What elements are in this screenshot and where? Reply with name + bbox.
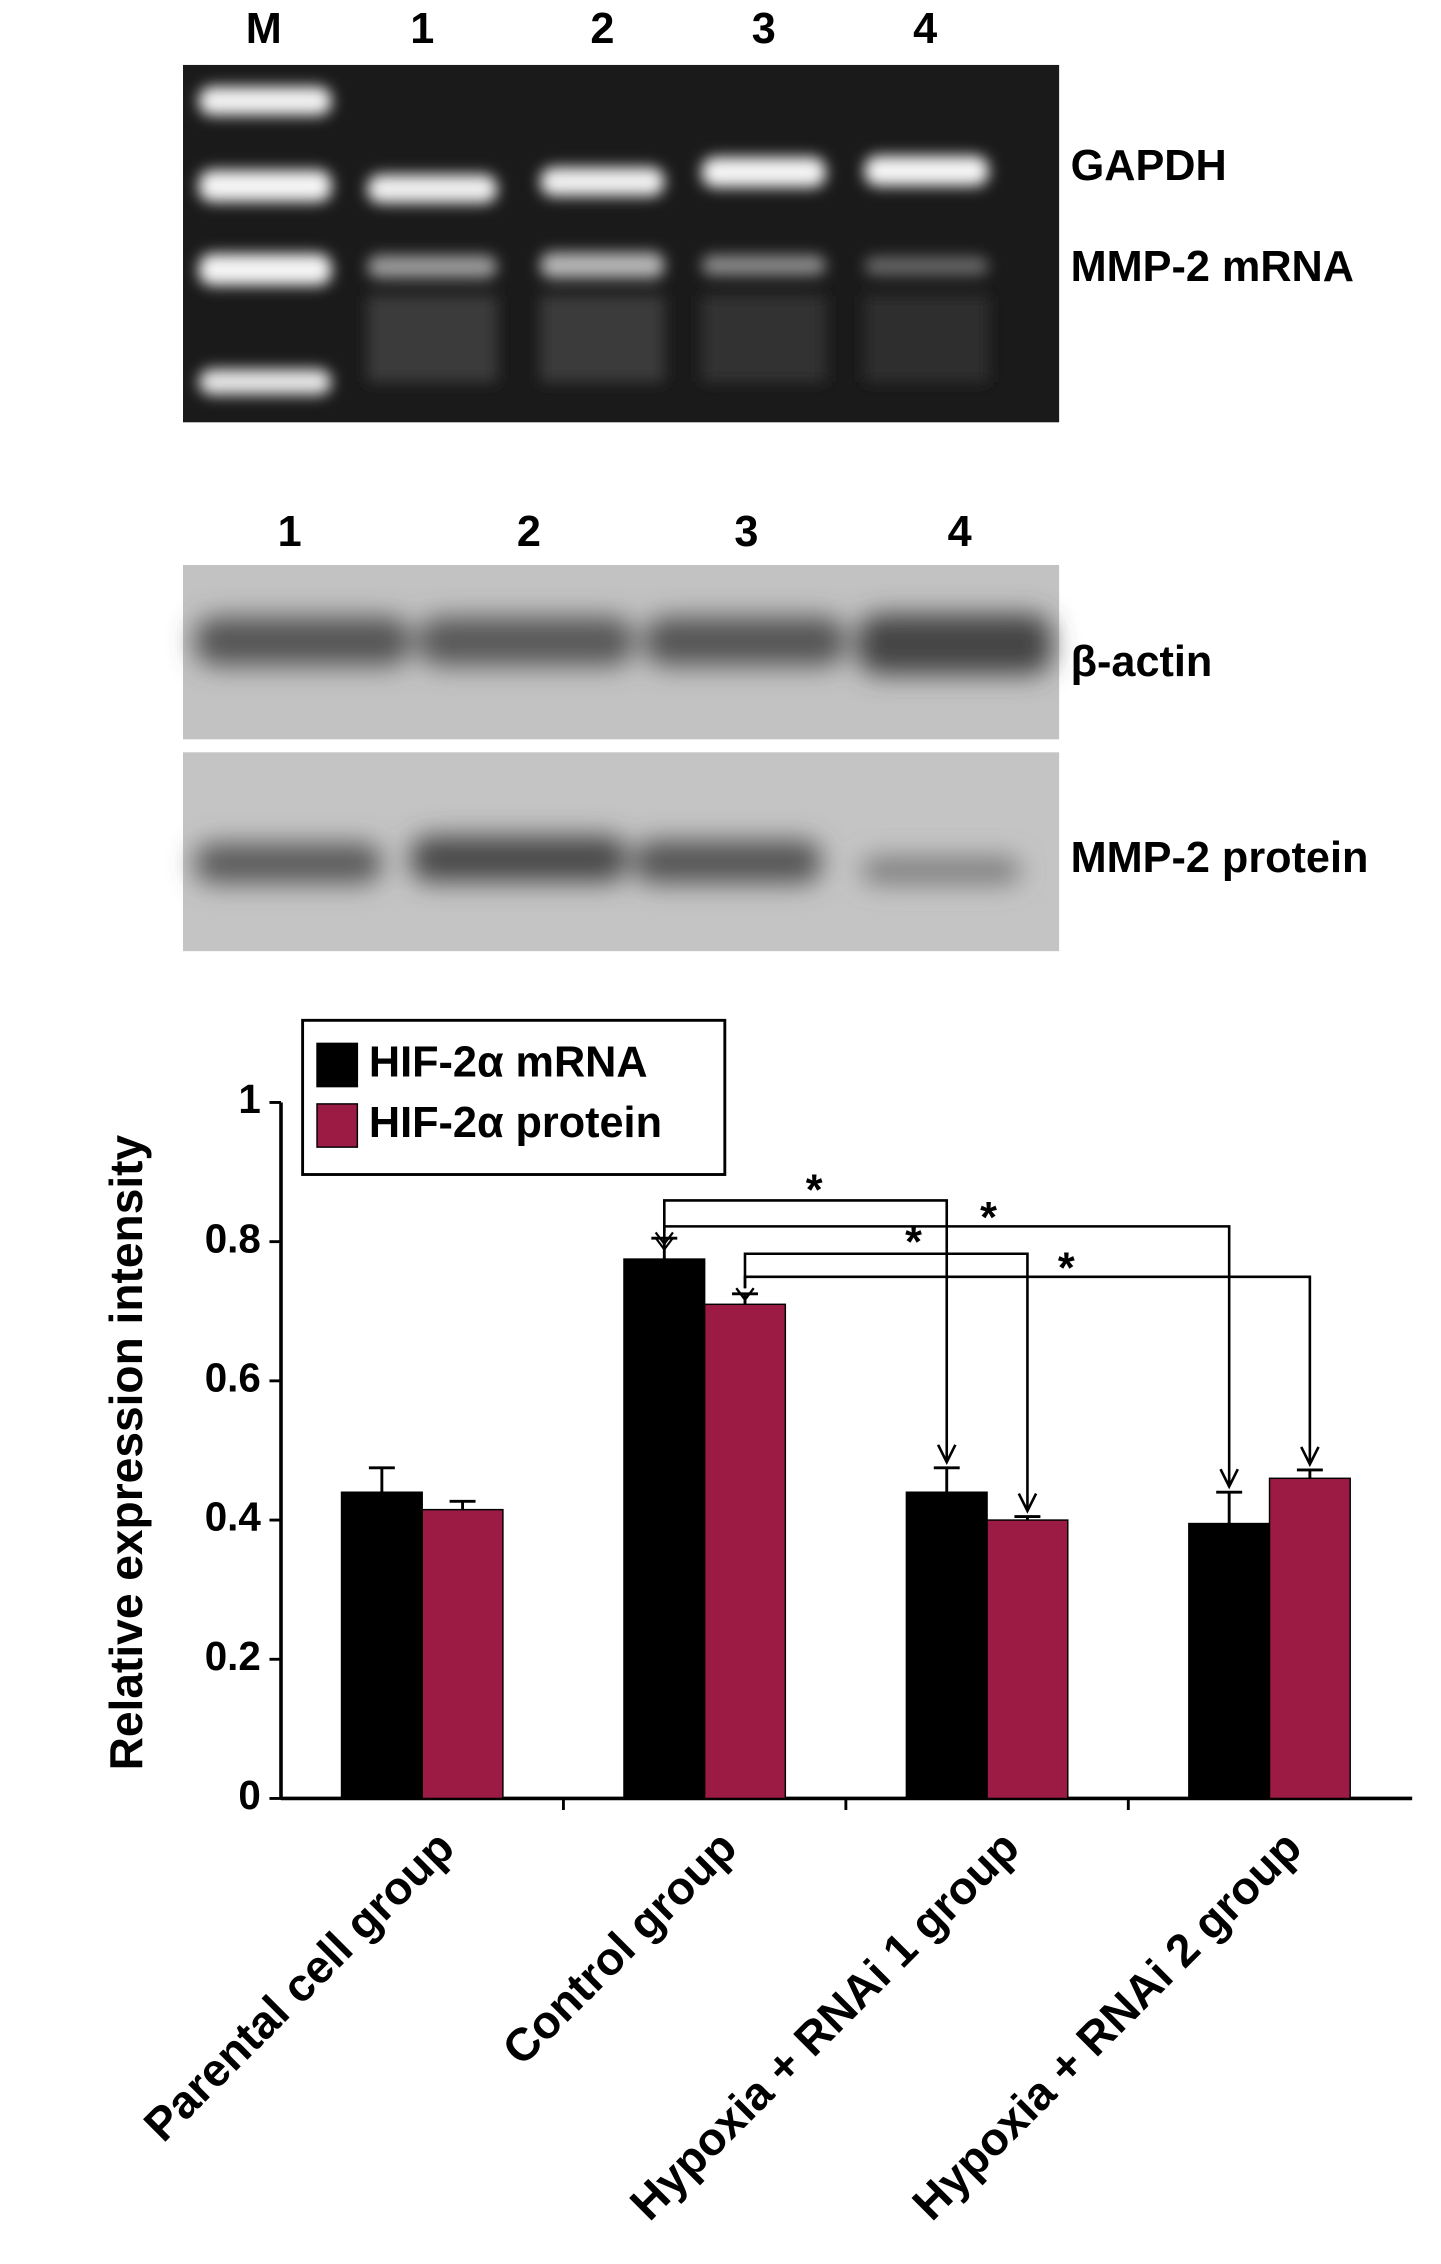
y-tick-label: 0.6 [205, 1355, 261, 1401]
gel-bands [198, 86, 989, 395]
significance-bracket [663, 1225, 1231, 1487]
bracket-arrow [936, 1444, 957, 1466]
bar [703, 1303, 787, 1800]
bar [986, 1519, 1069, 1800]
bar [421, 1508, 504, 1800]
lane-label: M [246, 5, 282, 53]
legend-label: HIF-2α mRNA [369, 1038, 648, 1086]
significance-star: * [1058, 1244, 1075, 1292]
lane-label: 2 [590, 5, 614, 53]
bar [340, 1491, 423, 1800]
bracket-arrow [1300, 1446, 1320, 1468]
significance-star: * [980, 1194, 997, 1242]
bar [1268, 1477, 1351, 1800]
rt-pcr-gel [183, 64, 1060, 423]
band-label: GAPDH [1071, 142, 1227, 190]
error-bar [933, 1466, 960, 1493]
error-bar [1014, 1515, 1041, 1521]
lane-label: 4 [948, 508, 972, 556]
error-bar [1216, 1490, 1243, 1524]
error-bar [449, 1499, 476, 1510]
band-label: MMP-2 protein [1071, 834, 1369, 882]
lane-label: 3 [734, 508, 758, 556]
blot-bands [194, 613, 1052, 884]
lane-label: 1 [278, 508, 302, 556]
significance-star: * [905, 1219, 922, 1267]
significance-bracket [743, 1252, 1029, 1511]
bracket-arrow [654, 1237, 674, 1252]
western-blot [183, 564, 1060, 952]
x-tick-label: Control group [492, 1821, 746, 2075]
legend-swatch [316, 1103, 359, 1148]
y-axis-title: Relative expression intensity [100, 1135, 152, 1771]
y-tick-label: 1 [238, 1076, 260, 1122]
x-tick-label: Parental cell group [134, 1821, 464, 2151]
significance-star: * [806, 1167, 823, 1215]
legend-label: HIF-2α protein [369, 1099, 662, 1147]
error-bar [368, 1466, 395, 1493]
legend-swatch [316, 1042, 359, 1088]
bracket-arrow [654, 1231, 674, 1246]
bracket-arrow [1017, 1492, 1038, 1514]
lane-label: 3 [752, 5, 776, 53]
significance-bracket [663, 1199, 949, 1463]
lane-label: 1 [410, 5, 434, 53]
lane-label: 2 [517, 508, 541, 556]
y-tick-label: 0 [238, 1772, 260, 1818]
bracket-arrow [735, 1287, 755, 1302]
significance-bracket [743, 1275, 1312, 1465]
y-tick-label: 0.4 [205, 1494, 262, 1540]
bar [623, 1258, 706, 1800]
error-bar [1296, 1468, 1323, 1479]
y-tick-label: 0.8 [205, 1215, 261, 1261]
bar [1188, 1522, 1271, 1800]
band-label: β-actin [1071, 638, 1213, 686]
y-tick-label: 0.2 [205, 1633, 261, 1679]
band-label: MMP-2 mRNA [1071, 243, 1354, 291]
bracket-arrow [1219, 1468, 1239, 1490]
bar [905, 1491, 988, 1800]
lane-label: 4 [913, 5, 937, 53]
legend-box [301, 1018, 727, 1176]
